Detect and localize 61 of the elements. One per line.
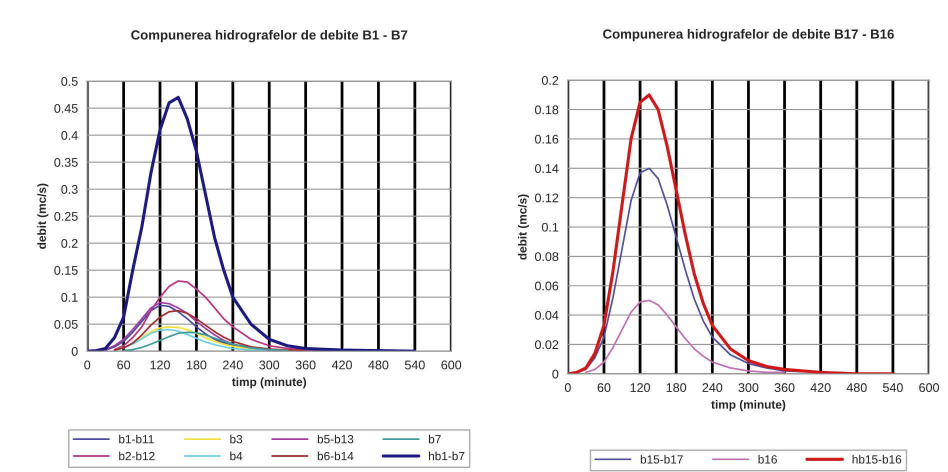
x-tick-label: 120 [150,360,170,370]
y-tick-label: 0.4 [61,130,78,140]
y-tick-label: 0.1 [542,222,558,232]
chart-title: Compunerea hidrografelor de debite B17 - B16 [603,29,894,42]
x-tick-label: 300 [738,383,758,392]
legend-label: b15-b17 [640,454,683,464]
y-tick-label: 0.5 [61,76,78,86]
legend-label: hb1-b7 [428,452,464,460]
x-tick-label: 240 [702,383,722,392]
x-tick-label: 420 [332,360,352,370]
x-tick-label: 480 [846,383,867,392]
y-tick-label: 0.14 [534,164,558,173]
y-tick-label: 0.02 [534,340,558,350]
y-tick-label: 0.06 [534,282,558,290]
y-tick-label: 0.3 [61,184,78,194]
chart-title: Compunerea hidrografelor de debite B1 - B7 [131,30,408,42]
legend-label: b4 [230,452,242,460]
x-tick-label: 0 [84,360,90,370]
y-tick-label: 0.35 [54,158,78,167]
legend-label: hb15-b16 [852,454,902,464]
x-tick-label: 600 [441,360,462,370]
x-tick-label: 240 [223,360,243,370]
y-tick-label: 0 [552,370,558,378]
y-tick-label: 0.2 [542,76,558,85]
legend-label: b2-b12 [119,452,155,460]
y-tick-label: 0.2 [61,238,78,248]
y-tick-label: 0.15 [54,266,78,275]
y-tick-label: 0.08 [534,252,558,262]
legend-label: b6-b14 [318,452,354,460]
x-tick-label: 360 [774,383,795,392]
y-tick-label: 0.04 [534,310,558,320]
legend-label: b3 [230,434,242,444]
y-tick-label: 0 [72,346,78,356]
y-tick-label: 0.1 [61,292,78,302]
y-axis-title: debit (mc/s) [37,184,48,249]
x-tick-label: 60 [117,360,130,370]
x-tick-label: 540 [404,360,425,370]
legend-label: b1-b11 [119,434,154,444]
legend-label: b16 [758,454,777,464]
x-axis-title: timp (minute) [711,400,786,412]
x-tick-label: 180 [186,360,206,370]
x-tick-label: 180 [666,383,686,392]
x-tick-label: 360 [296,360,316,370]
y-tick-label: 0.16 [534,134,558,144]
x-tick-label: 600 [919,383,939,392]
x-tick-label: 420 [810,383,831,392]
y-tick-label: 0.18 [534,105,558,114]
x-tick-label: 60 [598,383,610,392]
x-axis-title: timp (minute) [232,377,306,388]
y-tick-label: 0.12 [534,193,558,202]
y-tick-label: 0.45 [54,104,78,113]
y-tick-label: 0.05 [54,320,78,329]
y-axis-title: debit (mc/s) [518,194,529,260]
legend-label: b5-b13 [318,434,354,444]
x-tick-label: 120 [630,383,650,392]
x-tick-label: 540 [882,383,903,392]
legend-label: b7 [428,434,441,444]
y-tick-label: 0.25 [54,212,78,221]
x-tick-label: 300 [259,360,280,370]
x-tick-label: 480 [368,360,388,370]
x-tick-label: 0 [564,383,571,392]
